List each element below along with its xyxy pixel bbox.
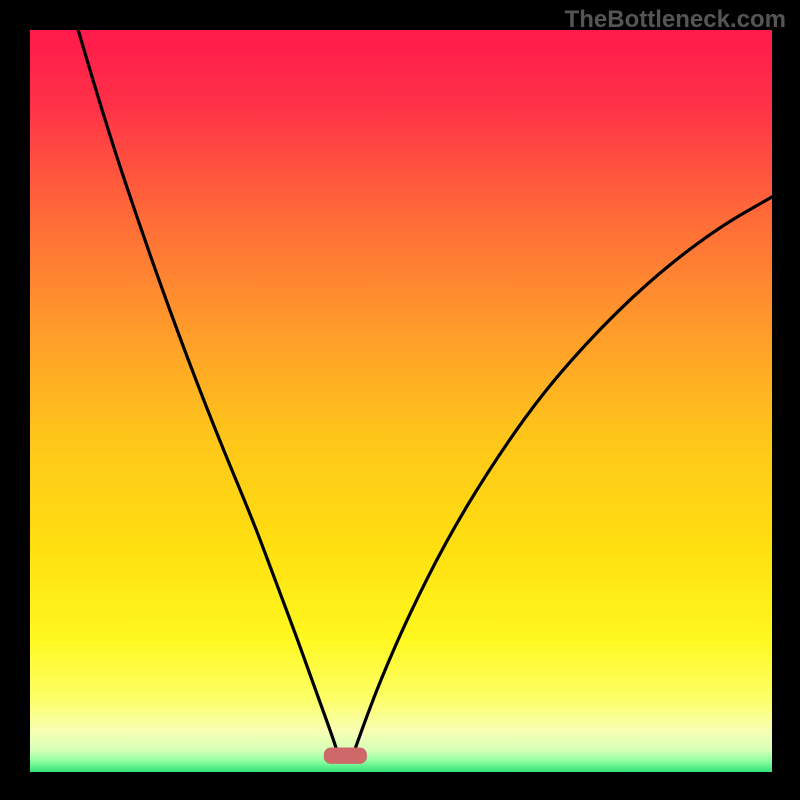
chart-svg <box>30 30 772 772</box>
gradient-background <box>30 30 772 772</box>
watermark-text: TheBottleneck.com <box>565 6 786 34</box>
plot-area <box>30 30 772 772</box>
chart-container: TheBottleneck.com <box>0 0 800 800</box>
bottleneck-marker <box>324 748 367 764</box>
